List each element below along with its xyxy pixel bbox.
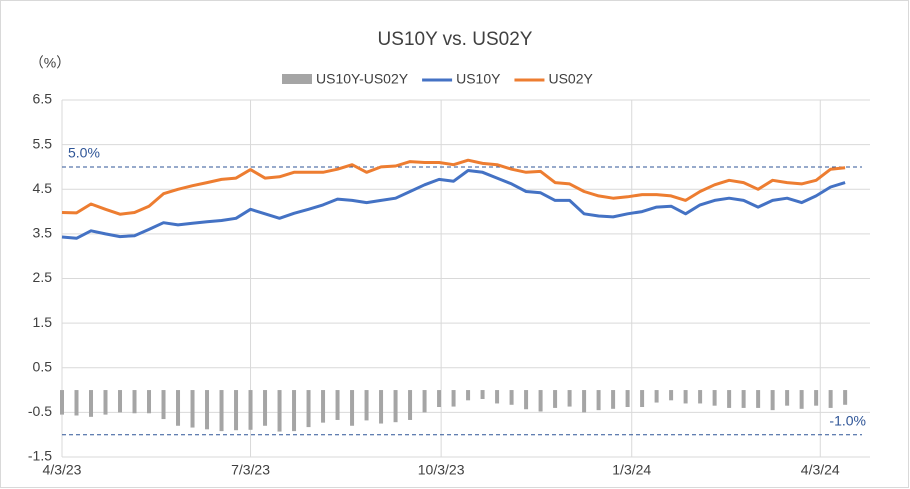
bar: [553, 390, 558, 408]
y-tick-label: 2.5: [33, 269, 53, 285]
bar: [350, 390, 355, 426]
bar: [176, 390, 181, 426]
bar: [364, 390, 369, 421]
bar: [712, 390, 717, 406]
bar: [770, 390, 775, 411]
bar: [799, 390, 804, 409]
x-tick-label: 7/3/23: [231, 462, 270, 478]
bar: [234, 390, 239, 431]
bar: [248, 390, 253, 430]
bar: [466, 390, 471, 401]
bar: [132, 390, 137, 414]
bar: [524, 390, 529, 410]
bar: [698, 390, 703, 404]
bar: [335, 390, 340, 420]
bar: [611, 390, 616, 409]
bar: [814, 390, 819, 406]
bar: [118, 390, 123, 413]
bar: [625, 390, 630, 408]
bar: [495, 390, 500, 404]
bar: [741, 390, 746, 408]
x-tick-label: 4/3/23: [43, 462, 82, 478]
bar: [306, 390, 311, 428]
reference-label: -1.0%: [829, 412, 866, 428]
bar: [437, 390, 442, 408]
bar: [756, 390, 761, 408]
bar: [277, 390, 282, 432]
x-tick-label: 1/3/24: [612, 462, 651, 478]
bar: [538, 390, 543, 412]
bar: [596, 390, 601, 411]
y-tick-label: 3.5: [33, 225, 53, 241]
y-tick-label: 5.5: [33, 135, 53, 151]
bar: [509, 390, 514, 405]
y-tick-label: 6.5: [33, 91, 53, 107]
reference-label: 5.0%: [68, 145, 100, 161]
bar: [785, 390, 790, 406]
bar: [161, 390, 166, 420]
bar: [292, 390, 297, 432]
y-axis-label: （%）: [30, 55, 70, 71]
bar: [190, 390, 195, 428]
bar: [582, 390, 587, 413]
bar: [263, 390, 268, 426]
bar: [843, 390, 848, 405]
bar: [451, 390, 456, 407]
y-tick-label: 1.5: [33, 314, 53, 330]
y-tick-label: 4.5: [33, 180, 53, 196]
line: [61, 158, 846, 216]
y-tick-label: -1.5: [28, 448, 52, 464]
x-tick-label: 10/3/23: [418, 462, 465, 478]
bar: [89, 390, 94, 417]
bar: [640, 390, 645, 408]
bar: [727, 390, 732, 408]
legend-swatch: [282, 74, 312, 84]
y-tick-label: 0.5: [33, 358, 53, 374]
bar: [408, 390, 413, 420]
bar: [219, 390, 224, 432]
bar: [379, 390, 384, 424]
bar: [683, 390, 688, 404]
bar: [205, 390, 210, 430]
legend-label: US10Y-US02Y: [316, 71, 409, 87]
legend-label: US02Y: [548, 71, 593, 87]
line: [61, 169, 846, 240]
x-tick-label: 4/3/24: [801, 462, 840, 478]
bar: [321, 390, 326, 423]
bar: [654, 390, 659, 403]
chart-title: US10Y vs. US02Y: [378, 29, 533, 50]
legend-label: US10Y: [456, 71, 501, 87]
bar: [828, 390, 833, 408]
bar: [669, 390, 674, 401]
bar: [74, 390, 79, 416]
bar: [567, 390, 572, 407]
bar: [60, 390, 64, 415]
bar: [393, 390, 398, 423]
y-tick-label: -0.5: [28, 403, 52, 419]
bar: [103, 390, 108, 415]
bar: [147, 390, 152, 414]
bar: [480, 390, 485, 399]
bar: [422, 390, 427, 413]
